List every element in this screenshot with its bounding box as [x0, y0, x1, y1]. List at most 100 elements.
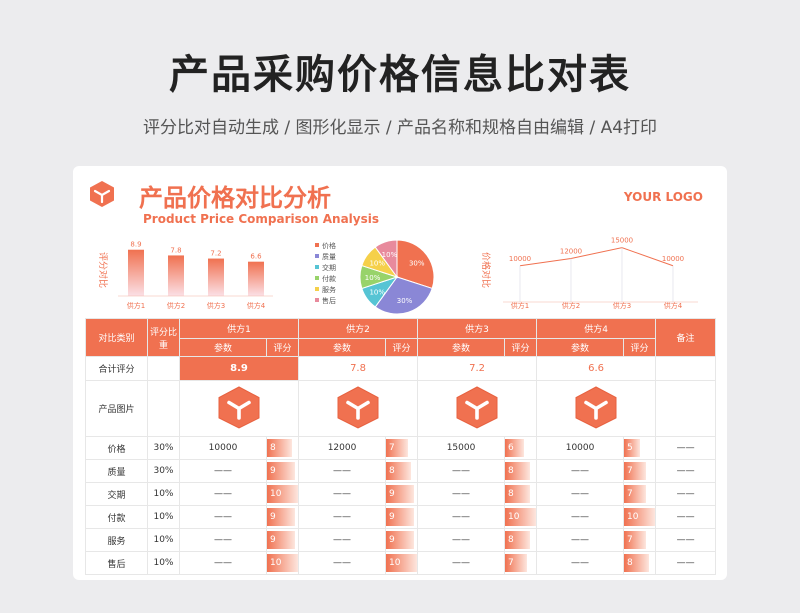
note-cell[interactable]: —— [655, 482, 717, 506]
score-cell[interactable]: 8 [623, 551, 657, 575]
param-cell[interactable]: —— [179, 528, 267, 552]
total-score-cell[interactable]: 7.2 [417, 356, 538, 381]
pie-slice [396, 239, 435, 290]
score-value: 6 [508, 443, 514, 453]
product-image-cell[interactable] [417, 380, 538, 437]
param-cell[interactable]: —— [417, 459, 506, 483]
score-cell[interactable]: 7 [623, 459, 657, 483]
param-cell[interactable]: —— [298, 528, 387, 552]
note-cell[interactable]: —— [655, 528, 717, 552]
score-cell[interactable]: 5 [623, 436, 657, 460]
score-cell[interactable]: 9 [265, 459, 300, 483]
score-cell[interactable]: 7 [623, 482, 657, 506]
score-bar [267, 462, 295, 480]
score-cell[interactable]: 9 [385, 482, 419, 506]
param-cell[interactable]: 15000 [417, 436, 506, 460]
score-cell[interactable]: 9 [265, 528, 300, 552]
score-bar [624, 531, 646, 549]
score-cell[interactable]: 9 [265, 505, 300, 529]
param-cell[interactable]: —— [417, 505, 506, 529]
score-cell[interactable]: 10 [623, 505, 657, 529]
param-cell[interactable]: —— [298, 459, 387, 483]
score-cell[interactable]: 7 [385, 436, 419, 460]
score-cell[interactable]: 7 [623, 528, 657, 552]
param-cell[interactable]: —— [417, 551, 506, 575]
bar-mark [168, 255, 184, 296]
table-row: 价格 30% 10000 8 12000 7 15000 6 10000 5 —— [85, 436, 717, 460]
note-cell[interactable]: —— [655, 505, 717, 529]
product-image-cell[interactable] [178, 380, 300, 437]
total-score-cell[interactable]: 7.8 [298, 356, 419, 381]
param-cell[interactable]: 12000 [298, 436, 387, 460]
score-value: 8 [389, 466, 395, 476]
score-cell[interactable]: 10 [265, 482, 300, 506]
score-cell[interactable]: 8 [504, 482, 538, 506]
weight-cell[interactable]: 10% [147, 551, 180, 575]
param-cell[interactable]: —— [179, 459, 267, 483]
row-label: 质量 [85, 459, 148, 483]
weight-cell[interactable]: 10% [147, 482, 180, 506]
score-cell[interactable]: 9 [385, 528, 419, 552]
score-value: 9 [389, 512, 395, 522]
param-cell[interactable]: —— [298, 505, 387, 529]
score-cell[interactable]: 10 [385, 551, 419, 575]
param-cell[interactable]: —— [179, 482, 267, 506]
score-bar [267, 439, 292, 457]
param-cell[interactable]: —— [179, 505, 267, 529]
score-value: 8 [270, 443, 276, 453]
note-cell[interactable]: —— [655, 551, 717, 575]
score-cell[interactable]: 6 [504, 436, 538, 460]
param-cell[interactable]: —— [417, 482, 506, 506]
score-cell[interactable]: 8 [265, 436, 300, 460]
score-cell[interactable]: 8 [504, 459, 538, 483]
score-cell[interactable]: 9 [385, 505, 419, 529]
param-cell[interactable]: —— [536, 528, 625, 552]
line-chart-ylabel: 价格对比 [480, 252, 492, 288]
param-cell[interactable]: —— [536, 482, 625, 506]
legend-entry: 售后 [322, 296, 336, 305]
table-row: 售后 10% —— 10 —— 10 —— 7 —— 8 —— [85, 551, 717, 575]
weight-cell[interactable]: 10% [147, 528, 180, 552]
param-cell[interactable]: 10000 [536, 436, 625, 460]
product-image-cell[interactable] [536, 380, 657, 437]
param-cell[interactable]: —— [298, 482, 387, 506]
weight-cell-empty [147, 380, 180, 437]
param-cell[interactable]: 10000 [179, 436, 267, 460]
score-value: 7 [627, 489, 633, 499]
pie-data-label: 10% [365, 274, 381, 282]
table-row: 交期 10% —— 10 —— 9 —— 8 —— 7 —— [85, 482, 717, 506]
param-cell[interactable]: —— [536, 551, 625, 575]
score-cell[interactable]: 10 [504, 505, 538, 529]
weight-cell[interactable]: 30% [147, 436, 180, 460]
score-bar [505, 531, 530, 549]
product-image-cell[interactable] [298, 380, 419, 437]
param-cell[interactable]: —— [417, 528, 506, 552]
param-cell[interactable]: —— [536, 459, 625, 483]
score-bar [624, 462, 646, 480]
bar-mark [128, 249, 144, 296]
score-value: 10 [270, 558, 282, 568]
score-bar [505, 439, 524, 457]
score-cell[interactable]: 8 [385, 459, 419, 483]
line-tick-label: 供方2 [562, 301, 580, 310]
weight-cell[interactable]: 30% [147, 459, 180, 483]
param-cell[interactable]: —— [298, 551, 387, 575]
total-score-cell[interactable]: 8.9 [178, 356, 300, 381]
legend-swatch [315, 254, 319, 258]
score-value: 9 [270, 535, 276, 545]
charts-area: 评分对比 8.9 供方1 7.8 供方2 7.2 供方3 6.6 供方4 价格质量交期付款服务售后… [97, 237, 698, 315]
legend-swatch [315, 276, 319, 280]
total-score-cell[interactable]: 6.6 [536, 356, 657, 381]
param-cell[interactable]: —— [179, 551, 267, 575]
note-cell[interactable]: —— [655, 436, 717, 460]
score-value: 9 [270, 466, 276, 476]
param-cell[interactable]: —— [536, 505, 625, 529]
score-cell[interactable]: 10 [265, 551, 300, 575]
score-cell[interactable]: 7 [504, 551, 538, 575]
score-cell[interactable]: 8 [504, 528, 538, 552]
col-header-score: 评分 [504, 338, 538, 357]
legend-swatch [315, 243, 319, 247]
note-cell[interactable]: —— [655, 459, 717, 483]
product-box-icon [456, 386, 498, 429]
weight-cell[interactable]: 10% [147, 505, 180, 529]
